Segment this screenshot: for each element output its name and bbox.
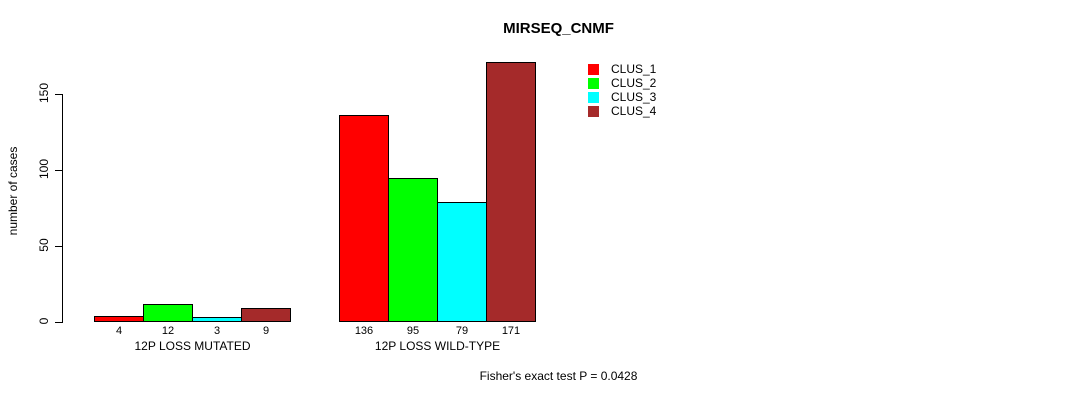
bar-CLUS_1	[339, 115, 389, 322]
legend-label: CLUS_4	[611, 104, 657, 118]
legend-label: CLUS_2	[611, 76, 657, 90]
legend-swatch-CLUS_4	[588, 105, 599, 117]
legend-item-CLUS_2: CLUS_2	[588, 76, 656, 90]
bar-value-label: 171	[501, 325, 521, 337]
legend-swatch-CLUS_2	[588, 77, 599, 89]
stat-annotation: Fisher's exact test P = 0.0428	[479, 369, 638, 383]
bar-CLUS_4	[486, 62, 536, 322]
legend-swatch-CLUS_3	[588, 91, 599, 103]
y-tick-label: 150	[37, 82, 51, 104]
legend-item-CLUS_1: CLUS_1	[588, 62, 656, 76]
bar-CLUS_4	[241, 308, 291, 322]
category-label: 12P LOSS WILD-TYPE	[374, 339, 501, 353]
legend-item-CLUS_3: CLUS_3	[588, 90, 656, 104]
y-tick-label: 0	[37, 317, 51, 325]
bar-value-label: 4	[115, 325, 123, 337]
bar-CLUS_1	[94, 316, 144, 322]
y-axis-title: number of cases	[6, 146, 20, 236]
bar-value-label: 12	[161, 325, 175, 337]
legend-swatch-CLUS_1	[588, 63, 599, 75]
legend-item-CLUS_4: CLUS_4	[588, 104, 656, 118]
bar-value-label: 79	[455, 325, 469, 337]
bar-value-label: 136	[354, 325, 374, 337]
y-tick-label: 50	[37, 238, 51, 252]
category-label: 12P LOSS MUTATED	[134, 339, 251, 353]
y-axis-line	[62, 94, 63, 323]
y-tick-label: 100	[37, 158, 51, 180]
bar-CLUS_2	[388, 178, 438, 322]
bar-CLUS_3	[437, 202, 487, 322]
legend: CLUS_1 CLUS_2 CLUS_3 CLUS_4	[588, 62, 656, 118]
legend-label: CLUS_3	[611, 90, 657, 104]
y-tick-mark	[55, 94, 62, 95]
bar-CLUS_3	[192, 317, 242, 322]
legend-label: CLUS_1	[611, 62, 657, 76]
bar-CLUS_2	[143, 304, 193, 322]
bar-value-label: 95	[406, 325, 420, 337]
chart-title: MIRSEQ_CNMF	[503, 20, 614, 37]
y-tick-mark	[55, 170, 62, 171]
y-tick-mark	[55, 246, 62, 247]
y-tick-mark	[55, 322, 62, 323]
bar-value-label: 9	[262, 325, 270, 337]
bar-value-label: 3	[213, 325, 221, 337]
